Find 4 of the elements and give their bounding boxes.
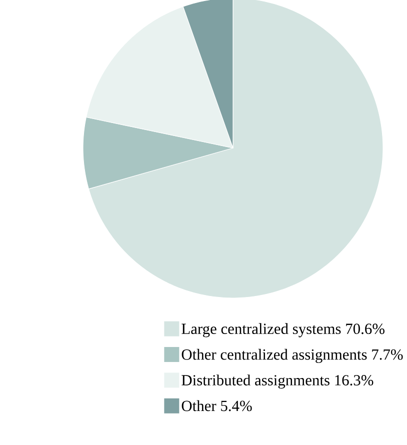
legend-label: Distributed assignments 16.3% [182, 374, 374, 389]
legend-label: Other 5.4% [182, 400, 252, 412]
legend-label: Large centralized systems 70.6% [182, 323, 384, 338]
legend-label: Other centralized assignments 7.7% [182, 348, 403, 363]
